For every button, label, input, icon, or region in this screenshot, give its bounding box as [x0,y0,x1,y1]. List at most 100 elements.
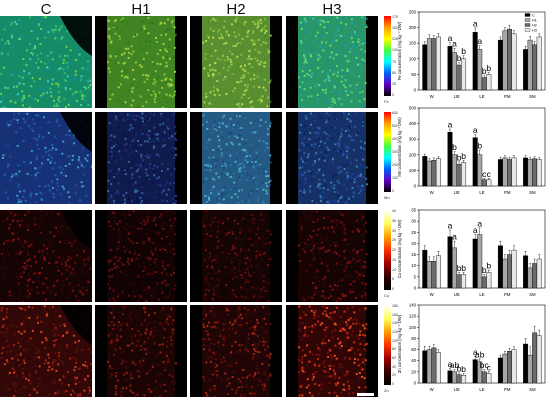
bar-chart-mn: 0 100 200 300 400 500 Mn concentration (mg kg⁻… [397,106,546,195]
bar-c-w [422,350,428,384]
significance-letter: bc [480,360,490,370]
bar-h1-w [426,349,432,384]
bar-h3-w [435,158,441,187]
colorbar-tick: 100 [392,338,398,343]
colorbar-tick: 0 [392,189,394,193]
bar-h3-ue [461,374,467,384]
bar-c-sm [523,255,529,289]
bar-h2-le [481,77,487,91]
y-tick-label: 20 [411,241,416,246]
bar-h1-w [426,38,432,91]
colorbar-tick: 300 [392,150,398,154]
significance-letter: b [461,263,466,273]
y-tick-label: 140 [409,303,417,308]
y-axis-label: Mn concentration (mg kg⁻¹ DW) [397,117,402,177]
significance-letter: a [473,125,478,135]
bar-c-w [422,44,428,91]
x-tick-label: W [430,387,435,392]
significance-letter: a [477,218,482,228]
x-tick-label: PM [504,387,511,392]
bar-h2-w [431,160,437,187]
x-tick-label: LE [479,94,484,99]
colorbar-tick: 60 [392,356,396,360]
bar-h1-w [426,261,432,289]
element-map-fe-h2 [190,16,282,108]
bar-h3-pm [511,249,517,289]
bar-h2-le [481,276,487,289]
element-map-fe-c [0,16,92,108]
colorbar-tick: 125 [392,37,398,42]
y-tick-label: 25 [411,230,416,235]
colorbar-element-label: Cu [384,293,390,298]
significance-letter: b [482,265,487,275]
significance-letter: c [482,169,487,179]
bar-c-sm [523,157,529,187]
bar-h1-le [477,154,483,187]
bar-h2-le [481,179,487,187]
bar-h3-ue [461,162,467,187]
legend-swatch-h2 [524,23,531,27]
bar-c-sm [523,343,529,384]
bar-c-pm [497,159,503,187]
x-tick-label: W [430,292,435,297]
significance-letter: b [457,152,462,162]
significance-letter: a [473,225,478,235]
colorbar-element-label: Mn [384,195,390,200]
y-tick-label: 100 [409,168,417,173]
y-tick-label: 200 [409,152,417,157]
bar-c-sm [523,49,529,91]
element-map-cu-c [0,210,92,302]
colorbar-tick: 5 [392,277,394,282]
significance-letter: b [461,46,466,56]
y-tick-label: 50 [411,72,416,77]
element-map-mn-c [0,112,92,204]
significance-letter: a [452,232,457,242]
x-tick-label: LE [479,387,484,392]
colorbar-tick: 600 [392,111,398,115]
column-label-h2: H2 [226,1,246,18]
element-map-zn-h3 [286,305,378,397]
colorbar-tick: 140 [392,321,398,326]
bar-h2-pm [506,28,512,91]
legend-swatch-c [524,13,531,17]
x-tick-label: SM [529,292,536,297]
y-tick-label: 0 [414,88,417,93]
bar-h2-w [431,38,437,91]
element-map-zn-c [0,305,92,397]
bar-h1-pm [502,258,508,289]
colorbar-zn [384,305,391,385]
column-label-c: C [40,1,52,18]
element-map-mn-h3 [286,112,378,204]
colorbar-tick: 30 [392,228,396,233]
bar-h3-le [486,179,492,187]
bar-h2-pm [506,351,512,384]
colorbar-tick: 120 [392,330,398,334]
x-tick-label: LE [479,190,484,195]
bar-h3-sm [536,36,542,91]
bar-chart-cu: 0 5 10 15 20 25 30 35 Cu concentration (mg kg⁻¹ … [397,208,546,297]
colorbar-tick: 180 [392,304,398,308]
significance-letter: b [461,364,466,374]
legend-swatch-h1 [524,18,531,22]
x-tick-label: UE [454,387,460,392]
colorbar-tick: 100 [392,176,398,180]
bar-chart-fe: 0 50 100 150 200 250 Fe concentration (mg kg⁻¹… [397,10,546,99]
significance-letter: a [477,36,482,46]
x-tick-label: PM [504,190,511,195]
bar-c-le [472,359,478,384]
y-tick-label: 30 [411,219,416,224]
bar-h3-le [486,373,492,384]
legend-label: H1 [532,19,537,23]
significance-letter: b [457,363,462,373]
colorbar-tick: 10 [392,267,396,272]
y-tick-label: 300 [409,137,417,142]
element-map-cu-h2 [190,210,282,302]
colorbar-tick: 15 [392,257,396,262]
bar-h3-sm [536,335,542,384]
colorbar-tick: 0 [392,93,394,97]
significance-letter: ab [450,360,460,370]
y-tick-label: 100 [409,325,417,330]
y-tick-label: 250 [409,10,417,15]
element-map-fe-h1 [95,16,187,108]
bar-c-w [422,156,428,187]
